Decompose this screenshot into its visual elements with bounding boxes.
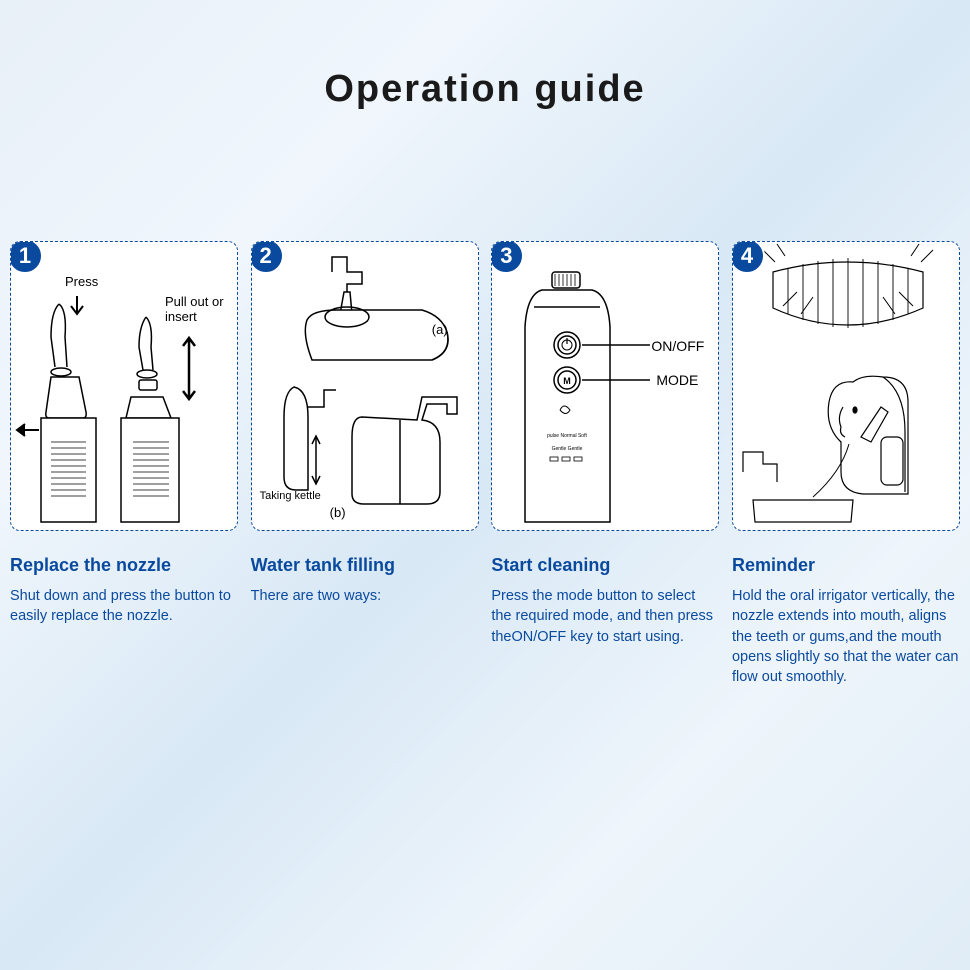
mode-label: MODE xyxy=(656,372,698,388)
pullout-label: Pull out or insert xyxy=(165,294,225,324)
step-4-illustration xyxy=(733,242,960,531)
step-4-panel: 4 xyxy=(732,241,960,531)
step-2: 2 (a) (b) Taking kettle xyxy=(251,241,479,687)
step-3-panel: 3 ON/OFF MODE xyxy=(491,241,719,531)
step-2-body: There are two ways: xyxy=(251,586,479,606)
press-label: Press xyxy=(65,274,98,289)
step-3: 3 ON/OFF MODE xyxy=(491,241,719,687)
page-title: Operation guide xyxy=(0,0,970,111)
step-3-title: Start cleaning xyxy=(491,555,719,576)
step-1-illustration xyxy=(11,242,238,531)
svg-text:pulse Normal Soft: pulse Normal Soft xyxy=(547,433,587,439)
onoff-label: ON/OFF xyxy=(651,338,704,354)
svg-text:Gentle Gentle: Gentle Gentle xyxy=(552,446,583,452)
step-4-body: Hold the oral irrigator vertically, the … xyxy=(732,586,960,687)
step-4: 4 xyxy=(732,241,960,687)
step-1-body: Shut down and press the button to easily… xyxy=(10,586,238,627)
step-1: 1 Press Pull out or insert xyxy=(10,241,238,687)
taking-kettle-label: Taking kettle xyxy=(260,490,321,502)
step-2-title: Water tank filling xyxy=(251,555,479,576)
step-1-title: Replace the nozzle xyxy=(10,555,238,576)
step-2-panel: 2 (a) (b) Taking kettle xyxy=(251,241,479,531)
steps-row: 1 Press Pull out or insert xyxy=(0,241,970,687)
step-1-panel: 1 Press Pull out or insert xyxy=(10,241,238,531)
step-3-body: Press the mode button to select the requ… xyxy=(491,586,719,647)
label-b: (b) xyxy=(330,505,346,520)
svg-text:M: M xyxy=(564,376,572,386)
label-a: (a) xyxy=(432,322,448,337)
step-2-illustration xyxy=(252,242,479,531)
step-4-title: Reminder xyxy=(732,555,960,576)
